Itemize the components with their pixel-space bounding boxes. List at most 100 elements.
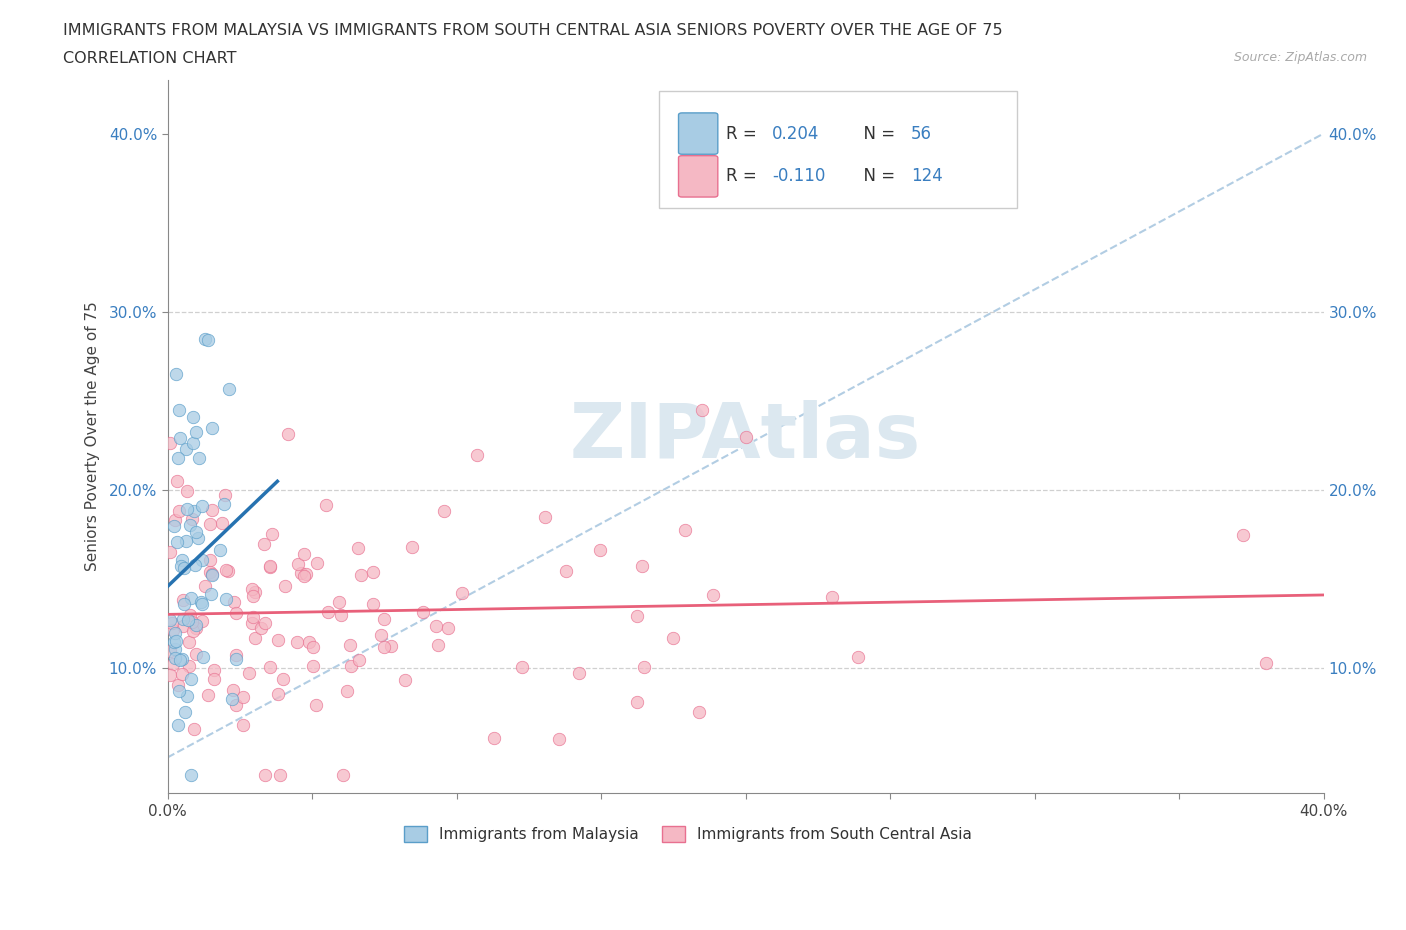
Point <box>160 616 183 631</box>
Point <box>512 660 534 675</box>
Point <box>330 608 353 623</box>
Point <box>254 616 277 631</box>
Point <box>412 604 434 619</box>
Point <box>222 683 245 698</box>
Point <box>267 632 290 647</box>
Point <box>688 704 710 719</box>
Point <box>702 588 724 603</box>
Point <box>180 591 202 605</box>
Point <box>172 618 194 633</box>
Point <box>394 673 416 688</box>
Point <box>370 627 392 642</box>
Point <box>201 566 224 581</box>
Point <box>190 594 212 609</box>
Point <box>301 658 323 673</box>
Point <box>201 503 224 518</box>
Point <box>588 542 610 557</box>
Text: 56: 56 <box>911 125 932 142</box>
Point <box>179 635 201 650</box>
Point <box>173 596 195 611</box>
Text: N =: N = <box>853 125 900 142</box>
Point <box>821 590 844 604</box>
Point <box>159 668 181 683</box>
Point <box>568 666 591 681</box>
Point <box>662 631 685 645</box>
Point <box>181 409 204 424</box>
Point <box>363 597 385 612</box>
Point <box>200 587 222 602</box>
Point <box>198 552 221 567</box>
Point <box>197 333 219 348</box>
Point <box>242 610 264 625</box>
Point <box>191 614 214 629</box>
Point <box>212 497 235 512</box>
Point <box>277 427 299 442</box>
Point <box>186 621 208 636</box>
Point <box>184 525 207 539</box>
Point <box>176 484 198 498</box>
Text: 124: 124 <box>911 167 942 185</box>
Point <box>181 512 204 526</box>
Point <box>159 544 181 559</box>
Point <box>328 594 350 609</box>
Point <box>180 767 202 782</box>
Point <box>305 555 328 570</box>
Point <box>174 442 197 457</box>
Point <box>184 558 207 573</box>
Point <box>190 498 212 513</box>
Point <box>165 366 187 381</box>
Point <box>170 559 193 574</box>
Point <box>225 698 247 712</box>
Point <box>162 622 184 637</box>
Point <box>215 563 238 578</box>
Point <box>162 657 184 671</box>
Point <box>301 640 323 655</box>
Point <box>165 625 187 640</box>
Point <box>548 732 571 747</box>
Point <box>1232 527 1254 542</box>
Point <box>242 589 264 604</box>
Point <box>181 624 204 639</box>
Point <box>240 616 263 631</box>
Point <box>184 618 207 632</box>
Point <box>215 591 238 606</box>
Point <box>267 686 290 701</box>
Point <box>167 403 190 418</box>
Legend: Immigrants from Malaysia, Immigrants from South Central Asia: Immigrants from Malaysia, Immigrants fro… <box>396 818 980 850</box>
Point <box>218 381 240 396</box>
Point <box>240 582 263 597</box>
Point <box>401 539 423 554</box>
Point <box>221 692 243 707</box>
Point <box>482 731 505 746</box>
Point <box>179 607 201 622</box>
Point <box>533 510 555 525</box>
Point <box>166 474 188 489</box>
Point <box>217 564 239 578</box>
Point <box>159 613 181 628</box>
Point <box>436 620 458 635</box>
Point <box>197 688 219 703</box>
Point <box>465 448 488 463</box>
Point <box>243 584 266 599</box>
Point <box>172 552 194 567</box>
Point <box>191 596 214 611</box>
Point <box>316 604 339 619</box>
Point <box>224 594 246 609</box>
Point <box>253 537 276 551</box>
Text: IMMIGRANTS FROM MALAYSIA VS IMMIGRANTS FROM SOUTH CENTRAL ASIA SENIORS POVERTY O: IMMIGRANTS FROM MALAYSIA VS IMMIGRANTS F… <box>63 23 1002 38</box>
Point <box>165 650 187 665</box>
Point <box>253 768 276 783</box>
Point <box>159 644 181 658</box>
Point <box>225 605 247 620</box>
Point <box>336 684 359 698</box>
Point <box>176 689 198 704</box>
Point <box>259 559 281 574</box>
Point <box>298 634 321 649</box>
Point <box>243 631 266 645</box>
Point <box>373 611 395 626</box>
Text: R =: R = <box>725 125 762 142</box>
Point <box>673 523 696 538</box>
Point <box>269 768 291 783</box>
Point <box>249 621 271 636</box>
Point <box>202 662 225 677</box>
